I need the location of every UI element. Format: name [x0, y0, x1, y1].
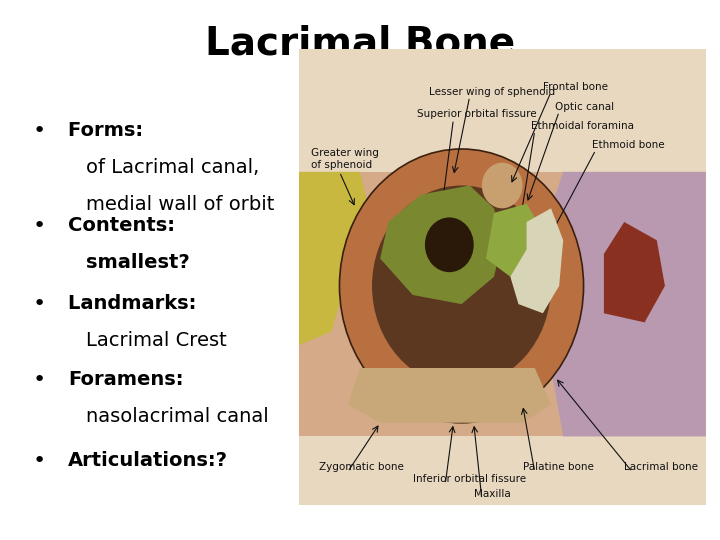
- Text: Lesser wing of sphenoid: Lesser wing of sphenoid: [429, 86, 555, 97]
- Text: smallest?: smallest?: [86, 253, 190, 272]
- Text: Contents:: Contents:: [68, 216, 176, 235]
- Text: Zygomatic bone: Zygomatic bone: [319, 462, 404, 472]
- Polygon shape: [604, 222, 665, 322]
- Polygon shape: [486, 204, 543, 276]
- Polygon shape: [380, 186, 503, 304]
- Text: Articulations:?: Articulations:?: [68, 451, 228, 470]
- Text: of Lacrimal canal,: of Lacrimal canal,: [86, 158, 260, 177]
- Text: nasolacrimal canal: nasolacrimal canal: [86, 407, 269, 426]
- Text: Maxilla: Maxilla: [474, 489, 510, 500]
- Circle shape: [482, 163, 523, 208]
- Circle shape: [372, 186, 551, 386]
- Text: Ethmoidal foramina: Ethmoidal foramina: [531, 121, 634, 131]
- Text: Optic canal: Optic canal: [555, 102, 614, 112]
- Text: Greater wing
of sphenoid: Greater wing of sphenoid: [311, 148, 379, 170]
- Text: Post crest: Post crest: [577, 122, 672, 140]
- Text: Lacrimal bone: Lacrimal bone: [624, 462, 698, 472]
- Polygon shape: [299, 172, 372, 345]
- Text: •: •: [33, 122, 46, 141]
- Text: Palatine bone: Palatine bone: [523, 462, 593, 472]
- Circle shape: [425, 218, 474, 272]
- Text: Superior orbital fissure: Superior orbital fissure: [417, 109, 536, 119]
- Text: Lacrimal Bone: Lacrimal Bone: [205, 24, 515, 62]
- Text: •: •: [33, 216, 46, 236]
- Text: Ethmoid bone: Ethmoid bone: [592, 140, 665, 150]
- Polygon shape: [543, 172, 706, 436]
- Polygon shape: [510, 208, 563, 313]
- Polygon shape: [348, 368, 551, 423]
- FancyBboxPatch shape: [299, 49, 706, 172]
- Text: Forms:: Forms:: [68, 122, 150, 140]
- FancyBboxPatch shape: [299, 436, 706, 505]
- Text: Lacrimal Crest: Lacrimal Crest: [86, 331, 227, 350]
- Text: Foramens:: Foramens:: [68, 370, 184, 389]
- Text: Frontal bone: Frontal bone: [543, 82, 608, 92]
- Text: •: •: [33, 451, 46, 471]
- Text: medial wall of orbit: medial wall of orbit: [86, 195, 275, 214]
- Text: Landmarks:: Landmarks:: [68, 294, 204, 313]
- Text: •: •: [33, 294, 46, 314]
- Text: Inferior orbital fissure: Inferior orbital fissure: [413, 474, 526, 484]
- Text: •: •: [33, 370, 46, 390]
- Circle shape: [340, 149, 584, 423]
- FancyBboxPatch shape: [299, 108, 706, 436]
